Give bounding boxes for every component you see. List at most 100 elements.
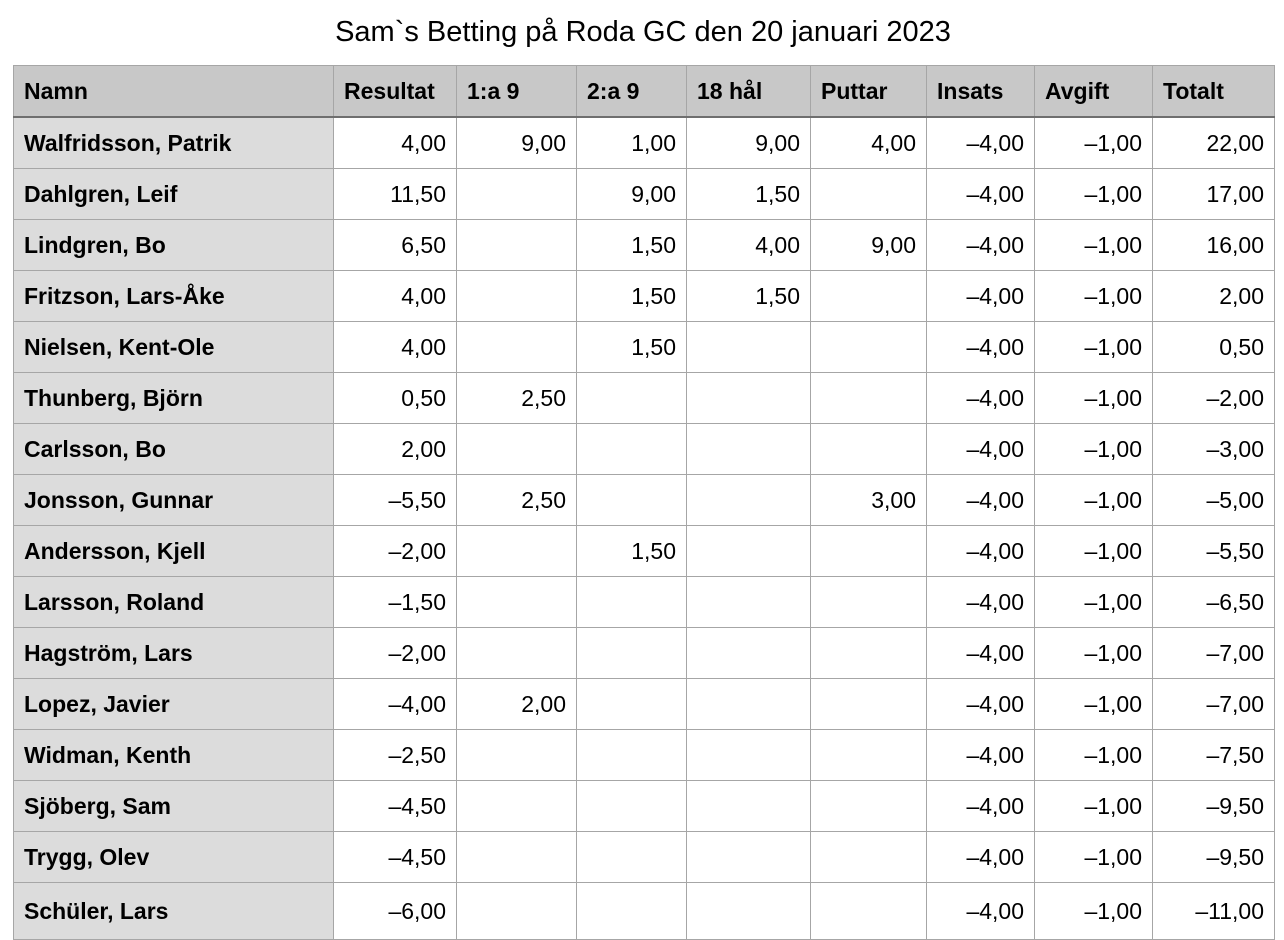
- value-cell: [576, 729, 687, 781]
- value-cell: 0,50: [1152, 321, 1275, 373]
- value-cell: 4,00: [810, 116, 927, 169]
- value-cell: [810, 576, 927, 628]
- value-cell: [810, 831, 927, 883]
- player-name-cell: Carlsson, Bo: [13, 423, 334, 475]
- value-cell: –1,00: [1034, 423, 1153, 475]
- table-row: Fritzson, Lars-Åke 4,00 1,50 1,50 –4,00 –1,00…: [13, 270, 1275, 322]
- value-cell: [810, 372, 927, 424]
- player-name-cell: Hagström, Lars: [13, 627, 334, 679]
- column-header: Totalt: [1152, 65, 1275, 118]
- table-body: Walfridsson, Patrik 4,00 9,00 1,00 9,00 4,00–…: [13, 116, 1275, 940]
- value-cell: –4,00: [926, 525, 1035, 577]
- player-name-cell: Lopez, Javier: [13, 678, 334, 730]
- value-cell: –1,00: [1034, 116, 1153, 169]
- value-cell: –4,00: [926, 831, 1035, 883]
- player-name-cell: Nielsen, Kent-Ole: [13, 321, 334, 373]
- value-cell: [576, 372, 687, 424]
- value-cell: –1,00: [1034, 678, 1153, 730]
- value-cell: 1,50: [686, 168, 811, 220]
- value-cell: 1,50: [576, 321, 687, 373]
- value-cell: –4,00: [926, 270, 1035, 322]
- value-cell: 16,00: [1152, 219, 1275, 271]
- table-row: Sjöberg, Sam –4,50 –4,00 –1,00 –9,50: [13, 780, 1275, 832]
- value-cell: 1,50: [576, 525, 687, 577]
- value-cell: 1,00: [576, 116, 687, 169]
- value-cell: 4,00: [333, 116, 457, 169]
- value-cell: 2,50: [456, 474, 577, 526]
- value-cell: [576, 576, 687, 628]
- value-cell: –1,00: [1034, 780, 1153, 832]
- value-cell: 11,50: [333, 168, 457, 220]
- value-cell: –9,50: [1152, 780, 1275, 832]
- value-cell: [576, 882, 687, 940]
- value-cell: [576, 627, 687, 679]
- value-cell: –4,00: [926, 372, 1035, 424]
- player-name-cell: Walfridsson, Patrik: [13, 116, 334, 169]
- column-header: 1:a 9: [456, 65, 577, 118]
- value-cell: [686, 576, 811, 628]
- value-cell: [686, 678, 811, 730]
- value-cell: [810, 321, 927, 373]
- value-cell: [576, 831, 687, 883]
- value-cell: –4,00: [333, 678, 457, 730]
- value-cell: [456, 525, 577, 577]
- table-row: Jonsson, Gunnar –5,50 2,50 3,00 –4,00 –1,00 –5…: [13, 474, 1275, 526]
- value-cell: 2,00: [333, 423, 457, 475]
- value-cell: –6,00: [333, 882, 457, 940]
- value-cell: 1,50: [576, 270, 687, 322]
- value-cell: –1,00: [1034, 831, 1153, 883]
- value-cell: –5,00: [1152, 474, 1275, 526]
- table-row: Larsson, Roland –1,50 –4,00 –1,00 –6,50: [13, 576, 1275, 628]
- value-cell: –4,00: [926, 627, 1035, 679]
- column-header: Insats: [926, 65, 1035, 118]
- player-name-cell: Andersson, Kjell: [13, 525, 334, 577]
- value-cell: [686, 423, 811, 475]
- value-cell: –6,50: [1152, 576, 1275, 628]
- table-row: Andersson, Kjell –2,00 1,50 –4,00 –1,00 –5,50: [13, 525, 1275, 577]
- player-name-cell: Trygg, Olev: [13, 831, 334, 883]
- player-name-cell: Fritzson, Lars-Åke: [13, 270, 334, 322]
- table-row: Lindgren, Bo 6,50 1,50 4,00 9,00 –4,00 –1,00 16…: [13, 219, 1275, 271]
- value-cell: –5,50: [333, 474, 457, 526]
- value-cell: 9,00: [810, 219, 927, 271]
- value-cell: [456, 423, 577, 475]
- value-cell: –4,00: [926, 882, 1035, 940]
- value-cell: [456, 729, 577, 781]
- value-cell: [456, 627, 577, 679]
- value-cell: –9,50: [1152, 831, 1275, 883]
- value-cell: –1,00: [1034, 627, 1153, 679]
- value-cell: [810, 627, 927, 679]
- value-cell: –4,00: [926, 168, 1035, 220]
- table-row: Hagström, Lars –2,00 –4,00 –1,00 –7,00: [13, 627, 1275, 679]
- column-header: Resultat: [333, 65, 457, 118]
- value-cell: –2,50: [333, 729, 457, 781]
- table-row: Lopez, Javier –4,00 2,00 –4,00 –1,00 –7,00: [13, 678, 1275, 730]
- value-cell: –1,00: [1034, 270, 1153, 322]
- table-row: Walfridsson, Patrik 4,00 9,00 1,00 9,00 4,00–…: [13, 116, 1275, 169]
- value-cell: 9,00: [456, 116, 577, 169]
- value-cell: –1,00: [1034, 321, 1153, 373]
- page-title: Sam`s Betting på Roda GC den 20 januari …: [335, 16, 951, 48]
- value-cell: [810, 423, 927, 475]
- value-cell: –1,00: [1034, 525, 1153, 577]
- value-cell: 1,50: [576, 219, 687, 271]
- value-cell: –1,00: [1034, 168, 1153, 220]
- column-header: Namn: [13, 65, 334, 118]
- value-cell: [576, 678, 687, 730]
- value-cell: –7,00: [1152, 678, 1275, 730]
- value-cell: –11,00: [1152, 882, 1275, 940]
- value-cell: [686, 321, 811, 373]
- value-cell: –1,00: [1034, 576, 1153, 628]
- value-cell: 17,00: [1152, 168, 1275, 220]
- value-cell: [456, 270, 577, 322]
- value-cell: 4,00: [333, 270, 457, 322]
- value-cell: [810, 780, 927, 832]
- value-cell: 3,00: [810, 474, 927, 526]
- value-cell: [810, 729, 927, 781]
- value-cell: –7,50: [1152, 729, 1275, 781]
- value-cell: [810, 882, 927, 940]
- value-cell: [810, 678, 927, 730]
- value-cell: [576, 423, 687, 475]
- value-cell: 9,00: [686, 116, 811, 169]
- value-cell: [686, 831, 811, 883]
